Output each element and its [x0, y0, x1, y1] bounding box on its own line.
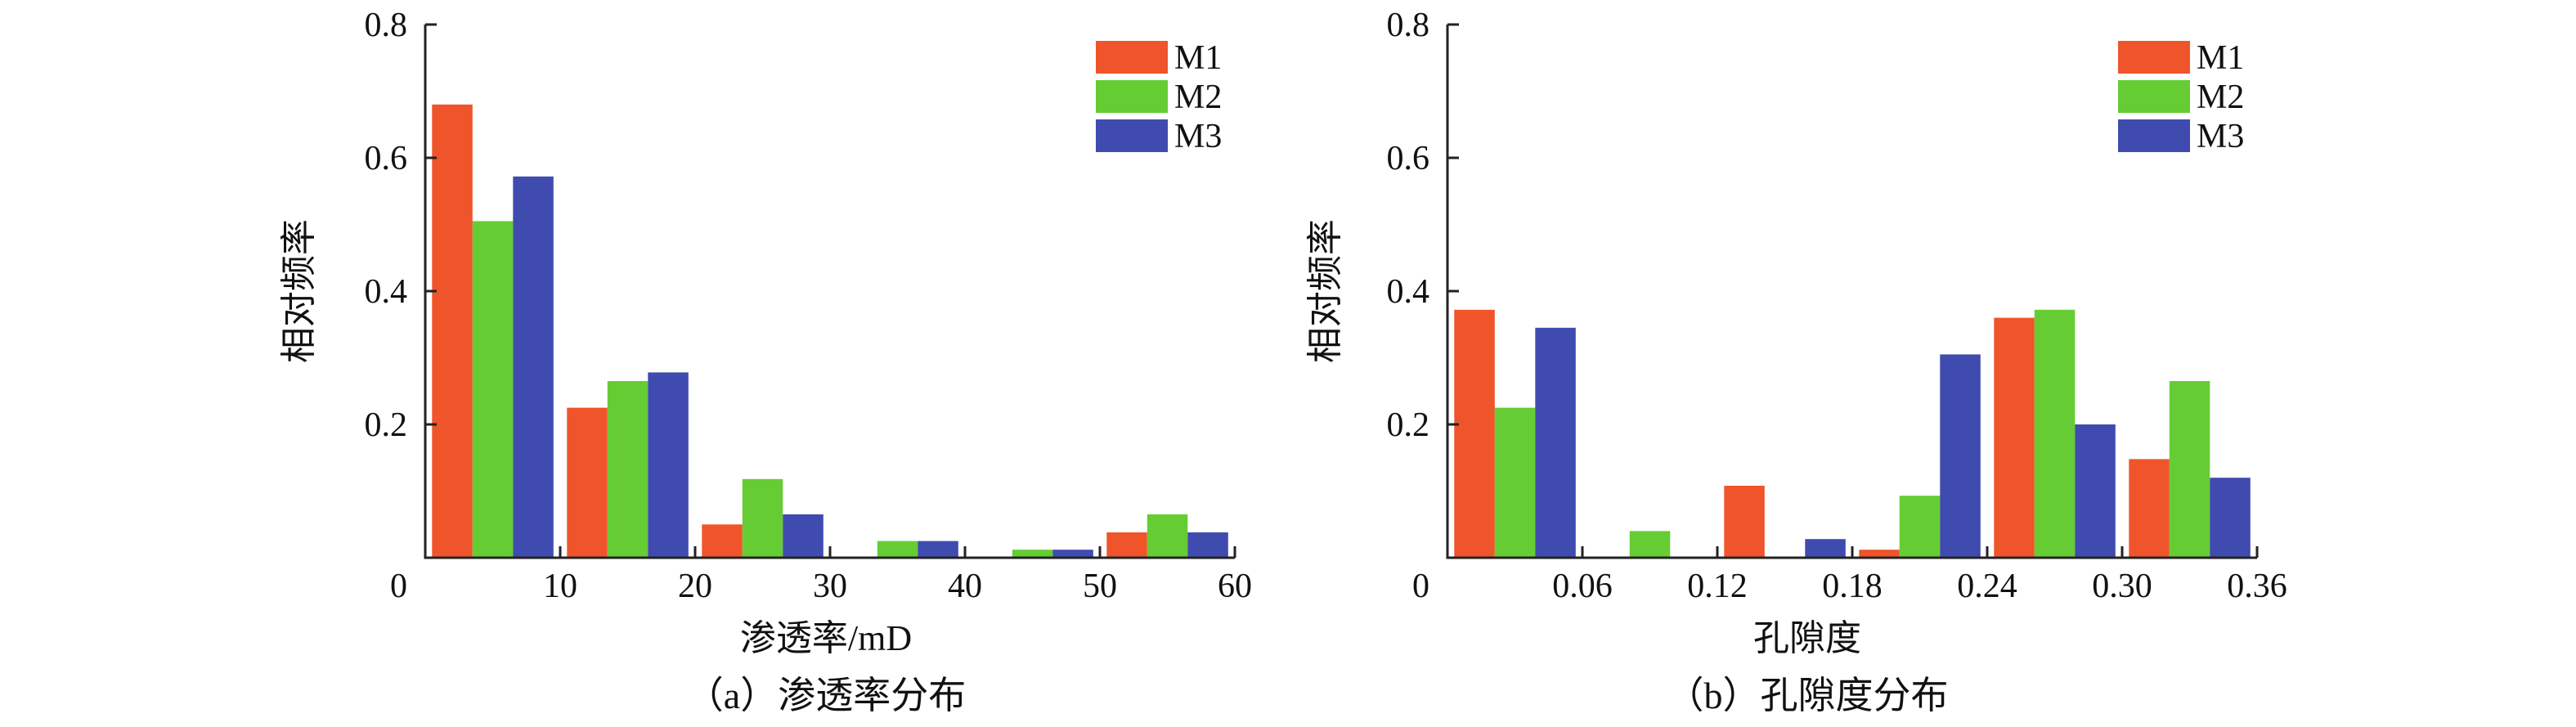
bar-m1-bin-1: [432, 104, 473, 559]
bar-m1-bin-6: [1106, 532, 1147, 558]
y-tick-label: 0.8: [1387, 7, 1430, 44]
legend-swatch-m1: [2118, 41, 2190, 74]
x-tick-label: 0.06: [1552, 568, 1613, 605]
legend-swatch-m3: [2118, 119, 2190, 152]
bar-m2-bin-3: [742, 478, 783, 558]
legend-label-m1: M1: [1174, 39, 1222, 77]
y-tick-label: 0.6: [1387, 140, 1430, 177]
y-tick-label: 0.8: [365, 7, 408, 44]
bar-m2-bin-1: [472, 221, 514, 558]
bar-m3-bin-5: [2075, 424, 2116, 558]
x-tick-label: 40: [948, 568, 982, 605]
bar-m1-bin-6: [2129, 459, 2170, 558]
x-axis-title: 孔隙度: [1753, 618, 1861, 658]
bar-m3-bin-4: [1940, 354, 1981, 558]
chart-panel-porosity: 0.2 0.4 0.6 0.8 0.06 0.12 0.18 0.24 0.30 0.36 0 相对频…: [1305, 7, 2287, 716]
legend-label-m2: M2: [1174, 79, 1222, 116]
bar-m1-bin-4: [1859, 550, 1900, 558]
bar-m2-bin-4: [1899, 496, 1941, 558]
y-axis-title: 相对频率: [1305, 219, 1345, 363]
y-tick-label: 0.4: [365, 273, 408, 311]
bar-m2-bin-2: [1629, 531, 1671, 558]
y-tick-label: 0.6: [365, 140, 408, 177]
legend-swatch-m2: [1096, 80, 1168, 113]
bar-m2-bin-1: [1494, 407, 1536, 558]
bar-m1-bin-5: [1994, 317, 2035, 558]
y-tick-label: 0.2: [365, 406, 408, 444]
x-tick-label: 0.30: [2092, 568, 2152, 605]
x-tick-label-origin: 0: [1412, 568, 1429, 605]
bar-m2-bin-5: [1012, 550, 1053, 558]
legend-label-m3: M3: [2197, 118, 2244, 155]
bar-m1-bin-1: [1454, 309, 1495, 558]
x-tick-label: 0: [390, 568, 407, 605]
bar-m3-bin-2: [648, 372, 689, 558]
x-tick-label: 10: [543, 568, 577, 605]
bar-m2-bin-6: [2169, 381, 2210, 558]
y-axis-title: 相对频率: [279, 219, 319, 363]
y-tick-label: 0.2: [1387, 406, 1430, 444]
x-tick-label: 50: [1083, 568, 1117, 605]
bar-m2-bin-5: [2034, 309, 2076, 558]
bar-m1-bin-3: [702, 524, 743, 559]
bar-m3-bin-3: [783, 514, 824, 558]
bar-m3-bin-5: [1052, 550, 1093, 558]
bar-m3-bin-1: [1535, 327, 1576, 558]
legend-label-m2: M2: [2197, 79, 2244, 116]
bar-m1-bin-3: [1724, 486, 1765, 558]
x-axis-title: 渗透率/mD: [740, 618, 912, 658]
x-tick-label: 0.18: [1822, 568, 1883, 605]
bar-m2-bin-2: [607, 381, 648, 558]
panel-caption: （a）渗透率分布: [686, 675, 966, 716]
bar-m2-bin-6: [1147, 514, 1188, 558]
bar-m3-bin-6: [2210, 478, 2251, 558]
x-tick-label: 30: [813, 568, 847, 605]
x-tick-label: 0.24: [1957, 568, 2017, 605]
bar-m1-bin-2: [567, 407, 608, 558]
x-tick-label: 0.12: [1687, 568, 1748, 605]
bar-m3-bin-3: [1805, 539, 1846, 558]
panel-caption: （b）孔隙度分布: [1667, 675, 1949, 716]
legend-swatch-m1: [1096, 41, 1168, 74]
legend-swatch-m2: [2118, 80, 2190, 113]
legend-label-m3: M3: [1174, 118, 1222, 155]
bar-m3-bin-6: [1187, 532, 1228, 558]
y-tick-label: 0.4: [1387, 273, 1430, 311]
bar-m3-bin-4: [918, 541, 958, 558]
x-tick-label: 20: [678, 568, 712, 605]
legend-label-m1: M1: [2197, 39, 2244, 77]
bar-m2-bin-4: [877, 541, 918, 558]
bar-m3-bin-1: [513, 176, 554, 559]
legend-swatch-m3: [1096, 119, 1168, 152]
x-tick-label: 0.36: [2227, 568, 2287, 605]
x-tick-label: 60: [1218, 568, 1252, 605]
